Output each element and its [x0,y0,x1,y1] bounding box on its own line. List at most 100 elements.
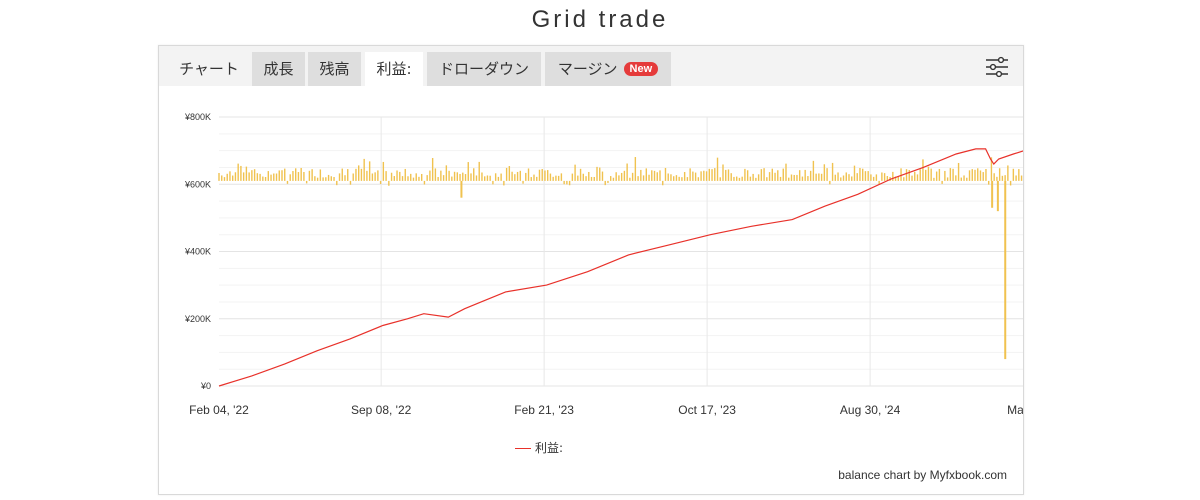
profit-bar [555,175,557,181]
profit-bar [253,169,256,181]
profit-bar [924,169,927,181]
profit-bar [675,175,678,181]
profit-bar [478,161,480,181]
profit-bar [1007,165,1009,181]
profit-bar [998,168,1001,181]
profit-bar [453,171,456,181]
profit-bar [812,160,815,181]
profit-bar [415,173,417,181]
profit-bar [390,172,393,181]
profit-bar [410,173,412,181]
profit-bar [475,175,478,181]
y-tick-label: ¥600K [184,179,211,189]
profit-bar [933,177,935,181]
profit-bar [875,174,878,181]
profit-bar [938,168,941,181]
profit-bar [996,176,998,181]
profit-bar [892,171,894,181]
profit-bar [240,165,242,181]
profit-bar [508,166,511,181]
profit-bar [242,172,245,181]
profit-bar [903,177,905,181]
profit-bar [985,168,987,181]
profit-bar [563,180,565,185]
profit-bar [399,171,401,181]
tab-growth[interactable]: 成長 [252,52,305,86]
profit-bar [601,171,604,181]
y-tick-label: ¥400K [184,247,211,257]
profit-bar [659,170,661,181]
profit-bar [870,174,872,181]
profit-bar [314,176,316,181]
x-tick-label: Feb 21, '23 [514,403,574,417]
profit-bar [327,174,330,181]
profit-bar [905,169,908,181]
tab-chart[interactable]: チャート [167,52,251,86]
profit-bar [275,173,278,181]
profit-bar [401,176,404,181]
x-tick-label: Sep 08, '22 [351,403,412,417]
profit-bar [771,168,774,181]
chart-legend[interactable]: 利益: [515,439,563,455]
profit-bar [470,173,472,181]
profit-bar [514,174,516,181]
profit-bar [719,177,721,181]
profit-bar [533,174,535,181]
profit-bar [900,168,902,181]
profit-bar [990,157,993,181]
profit-bar [445,165,448,181]
profit-bar [388,180,390,186]
tab-balance[interactable]: 残高 [308,52,361,86]
profit-bar [974,169,976,181]
profit-bar [434,168,437,181]
profit-bar [568,180,571,186]
profit-bar [807,176,809,181]
profit-bar [437,177,439,181]
profit-bar [609,176,612,181]
legend-label: 利益: [535,441,564,455]
tab-margin[interactable]: マージン New [545,52,671,86]
profit-bar [442,175,445,181]
profit-bar [300,167,302,181]
profit-bar [289,174,291,181]
tab-label: ドローダウン [438,60,529,78]
profit-bar [429,170,431,181]
profit-bar [464,174,467,181]
profit-bar [703,170,705,181]
x-tick-label: May 23, '25 [1007,403,1023,417]
profit-bar [768,172,771,181]
profit-bar [404,168,406,181]
profit-bar [278,170,280,181]
profit-bar [273,173,275,181]
profit-bar [963,175,965,181]
profit-bar [642,175,645,181]
profit-bar [848,174,850,181]
profit-bar [881,172,883,181]
profit-bar [749,176,752,181]
profit-bar [886,176,889,181]
profit-bar [262,176,264,181]
profit-bar [782,168,784,181]
x-tick-label: Feb 04, '22 [189,403,249,417]
profit-bar [379,180,382,184]
profit-bar [336,180,338,186]
tab-profit[interactable]: 利益: [365,52,423,86]
profit-bar [284,168,286,181]
tab-label: 残高 [319,60,350,78]
profit-bar [338,173,341,181]
tab-label: 利益: [376,60,412,78]
profit-bar [344,175,346,181]
profit-bar [355,168,357,181]
profit-bar [582,173,585,181]
profit-bar [281,170,283,181]
profit-bar [418,176,420,181]
profit-bar [760,169,763,181]
profit-bar [593,176,595,181]
tab-drawdown[interactable]: ドローダウン [427,52,541,86]
sliders-icon[interactable] [985,55,1009,79]
profit-bar [746,170,749,181]
profit-bar [916,174,919,181]
profit-bar [730,173,732,181]
profit-bar [456,172,459,181]
chart-area: Feb 04, '22 Sep 08, '22 Feb 21, '23 Oct 17,… [159,86,1023,456]
